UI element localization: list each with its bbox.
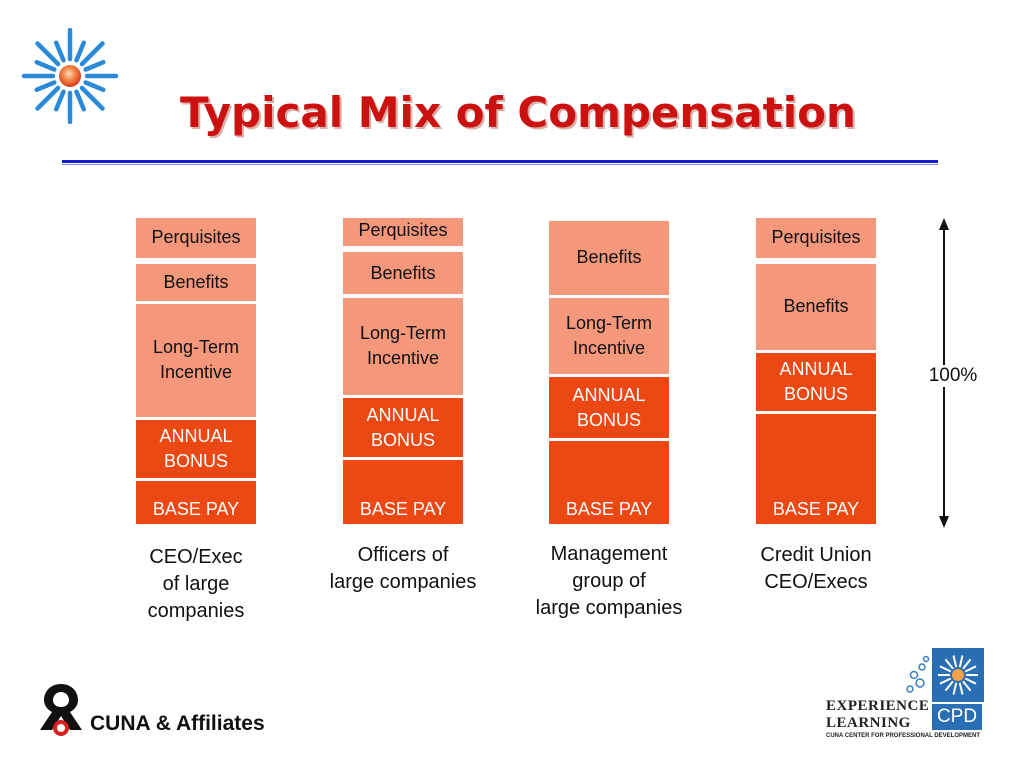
bar-segment-base-pay: BASE PAY (136, 481, 256, 524)
sun-ray (53, 40, 66, 63)
badge-ray (958, 655, 964, 668)
badge-ray (962, 658, 972, 670)
bar-segment-benefits: Benefits (343, 251, 463, 295)
sun-ray (35, 41, 61, 67)
bar-segment-perquisites: Perquisites (756, 218, 876, 258)
sun-ray (83, 59, 106, 72)
bar-segment-annual-bonus: ANNUAL BONUS (343, 398, 463, 457)
badge-ray (964, 677, 977, 685)
badge-ray (944, 680, 954, 692)
badge-ray (952, 655, 958, 668)
sun-ray (74, 89, 87, 112)
sun-ray (34, 80, 57, 93)
bar-segment-annual-bonus: ANNUAL BONUS (549, 377, 669, 439)
sun-ray (79, 41, 105, 67)
page-title: Typical Mix of Compensation (180, 88, 856, 137)
badge-ray (939, 665, 952, 673)
badge-ray (944, 658, 954, 670)
badge-ray (962, 680, 972, 692)
badge-ray (952, 682, 958, 695)
experience-learning-logo-icon (906, 648, 984, 702)
sun-ray (53, 89, 66, 112)
sun-ray (34, 59, 57, 72)
title-divider-shadow (62, 164, 938, 165)
cpd-badge: CPD (932, 704, 982, 730)
cuna-logo-icon (40, 684, 82, 736)
title-divider (62, 160, 938, 163)
badge-ray (958, 682, 964, 695)
bar-segment-base-pay: BASE PAY (343, 459, 463, 524)
total-percent-label: 100% (922, 365, 984, 387)
experience-text: Experience (826, 698, 930, 714)
bar-segment-base-pay: BASE PAY (756, 413, 876, 524)
bar-segment-benefits: Benefits (756, 263, 876, 350)
cuna-logo-text: CUNA & Affiliates (90, 712, 265, 735)
bar-segment-annual-bonus: ANNUAL BONUS (136, 419, 256, 479)
bar-segment-benefits: Benefits (549, 221, 669, 295)
badge-ray (964, 665, 977, 673)
sunburst-icon (21, 28, 119, 124)
category-label: Management group of large companies (535, 543, 683, 619)
sun-ray (79, 85, 105, 111)
bar-segment-long-term-incentive: Long-Term Incentive (136, 303, 256, 417)
bar-segment-base-pay: BASE PAY (549, 441, 669, 524)
bar-segment-annual-bonus: ANNUAL BONUS (756, 352, 876, 411)
sun-ray (83, 80, 106, 93)
learning-text: Learning (826, 715, 911, 731)
bar-segment-perquisites: Perquisites (136, 218, 256, 258)
sun-ray (74, 40, 87, 63)
bar-segment-benefits: Benefits (136, 263, 256, 301)
bar-segment-long-term-incentive: Long-Term Incentive (549, 297, 669, 375)
category-label: CEO/Exec of large companies (147, 546, 245, 622)
badge-ray (939, 677, 952, 685)
category-label: Officers of large companies (329, 544, 477, 593)
sun-ray (35, 85, 61, 111)
category-label: Credit Union CEO/Execs (760, 544, 872, 593)
bar-segment-perquisites: Perquisites (343, 218, 463, 246)
cpd-subtitle: CUNA Center for Professional Development (826, 733, 981, 739)
bar-segment-long-term-incentive: Long-Term Incentive (343, 297, 463, 396)
